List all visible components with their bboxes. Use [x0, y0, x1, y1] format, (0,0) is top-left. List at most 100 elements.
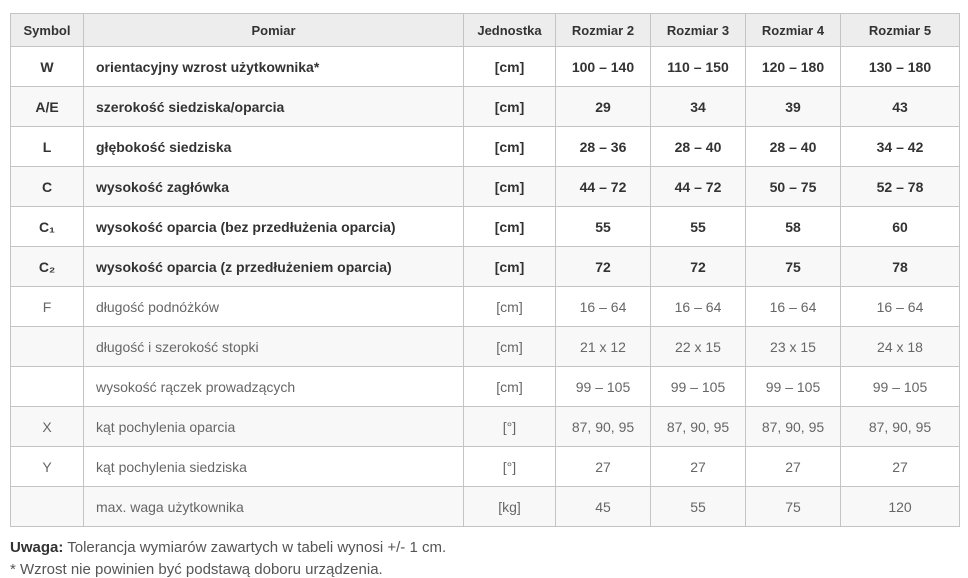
- unit-cell: [cm]: [463, 46, 556, 87]
- size-3-cell: 28 – 40: [650, 126, 746, 167]
- symbol-cell: W: [10, 46, 84, 87]
- size-4-cell: 27: [745, 446, 841, 487]
- size-4-cell: 39: [745, 86, 841, 127]
- size-5-cell: 120: [840, 486, 960, 527]
- size-5-cell: 52 – 78: [840, 166, 960, 207]
- size-3-cell: 27: [650, 446, 746, 487]
- measure-cell: kąt pochylenia oparcia: [83, 406, 464, 447]
- symbol-cell: L: [10, 126, 84, 167]
- measure-cell: długość podnóżków: [83, 286, 464, 327]
- size-3-cell: 34: [650, 86, 746, 127]
- size-5-cell: 43: [840, 86, 960, 127]
- size-5-cell: 27: [840, 446, 960, 487]
- size-3-cell: 44 – 72: [650, 166, 746, 207]
- measure-cell: orientacyjny wzrost użytkownika*: [83, 46, 464, 87]
- note-label: Uwaga:: [10, 539, 64, 556]
- measure-cell: wysokość oparcia (z przedłużeniem oparci…: [83, 246, 464, 287]
- unit-cell: [°]: [463, 406, 556, 447]
- header-rozmiar-3: Rozmiar 3: [650, 13, 746, 47]
- size-5-cell: 24 x 18: [840, 326, 960, 367]
- size-3-cell: 87, 90, 95: [650, 406, 746, 447]
- symbol-cell: A/E: [10, 86, 84, 127]
- table-row: A/E szerokość siedziska/oparcia [cm] 29 34 39…: [10, 86, 960, 127]
- size-2-cell: 99 – 105: [555, 366, 651, 407]
- measure-cell: wysokość rączek prowadzących: [83, 366, 464, 407]
- note-text: Tolerancja wymiarów zawartych w tabeli w…: [63, 539, 447, 556]
- measure-cell: głębokość siedziska: [83, 126, 464, 167]
- table-row: długość i szerokość stopki [cm] 21 x 12 22 …: [10, 326, 960, 367]
- size-5-cell: 87, 90, 95: [840, 406, 960, 447]
- size-4-cell: 87, 90, 95: [745, 406, 841, 447]
- size-4-cell: 120 – 180: [745, 46, 841, 87]
- header-row: Symbol Pomiar Jednostka Rozmiar 2 Rozmia…: [10, 13, 960, 47]
- table-row: max. waga użytkownika [kg] 45 55 75 120: [10, 486, 960, 527]
- unit-cell: [cm]: [463, 126, 556, 167]
- table-row: wysokość rączek prowadzących [cm] 99 – 105…: [10, 366, 960, 407]
- symbol-cell: C₁: [10, 206, 84, 247]
- size-5-cell: 60: [840, 206, 960, 247]
- measure-cell: kąt pochylenia siedziska: [83, 446, 464, 487]
- size-4-cell: 75: [745, 246, 841, 287]
- symbol-cell: X: [10, 406, 84, 447]
- symbol-cell: F: [10, 286, 84, 327]
- size-2-cell: 44 – 72: [555, 166, 651, 207]
- size-2-cell: 87, 90, 95: [555, 406, 651, 447]
- measure-cell: wysokość oparcia (bez przedłużenia oparc…: [83, 206, 464, 247]
- size-2-cell: 45: [555, 486, 651, 527]
- size-5-cell: 78: [840, 246, 960, 287]
- size-3-cell: 55: [650, 206, 746, 247]
- height-footnote: * Wzrost nie powinien być podstawą dobor…: [10, 561, 383, 578]
- table-header: Symbol Pomiar Jednostka Rozmiar 2 Rozmia…: [10, 13, 960, 47]
- size-4-cell: 50 – 75: [745, 166, 841, 207]
- header-rozmiar-4: Rozmiar 4: [745, 13, 841, 47]
- header-jednostka: Jednostka: [463, 13, 556, 47]
- size-5-cell: 130 – 180: [840, 46, 960, 87]
- header-pomiar: Pomiar: [83, 13, 464, 47]
- symbol-cell: C₂: [10, 246, 84, 287]
- size-4-cell: 16 – 64: [745, 286, 841, 327]
- size-spec-table: Symbol Pomiar Jednostka Rozmiar 2 Rozmia…: [10, 13, 960, 527]
- size-5-cell: 34 – 42: [840, 126, 960, 167]
- measure-cell: szerokość siedziska/oparcia: [83, 86, 464, 127]
- symbol-cell: C: [10, 166, 84, 207]
- measure-cell: długość i szerokość stopki: [83, 326, 464, 367]
- size-2-cell: 100 – 140: [555, 46, 651, 87]
- unit-cell: [cm]: [463, 166, 556, 207]
- size-2-cell: 55: [555, 206, 651, 247]
- size-5-cell: 99 – 105: [840, 366, 960, 407]
- unit-cell: [cm]: [463, 366, 556, 407]
- tolerance-note: Uwaga: Tolerancja wymiarów zawartych w t…: [10, 537, 959, 559]
- size-3-cell: 22 x 15: [650, 326, 746, 367]
- unit-cell: [cm]: [463, 286, 556, 327]
- size-4-cell: 58: [745, 206, 841, 247]
- header-rozmiar-5: Rozmiar 5: [840, 13, 960, 47]
- size-2-cell: 72: [555, 246, 651, 287]
- symbol-cell: [10, 366, 84, 407]
- size-2-cell: 28 – 36: [555, 126, 651, 167]
- size-3-cell: 55: [650, 486, 746, 527]
- unit-cell: [°]: [463, 446, 556, 487]
- size-4-cell: 23 x 15: [745, 326, 841, 367]
- size-3-cell: 16 – 64: [650, 286, 746, 327]
- size-4-cell: 75: [745, 486, 841, 527]
- header-rozmiar-2: Rozmiar 2: [555, 13, 651, 47]
- unit-cell: [cm]: [463, 206, 556, 247]
- unit-cell: [cm]: [463, 246, 556, 287]
- unit-cell: [cm]: [463, 86, 556, 127]
- measure-cell: wysokość zagłówka: [83, 166, 464, 207]
- size-3-cell: 99 – 105: [650, 366, 746, 407]
- table-row: C₁ wysokość oparcia (bez przedłużenia opa…: [10, 206, 960, 247]
- measure-cell: max. waga użytkownika: [83, 486, 464, 527]
- table-notes: Uwaga: Tolerancja wymiarów zawartych w t…: [10, 537, 959, 578]
- size-2-cell: 29: [555, 86, 651, 127]
- size-4-cell: 28 – 40: [745, 126, 841, 167]
- size-3-cell: 72: [650, 246, 746, 287]
- symbol-cell: [10, 486, 84, 527]
